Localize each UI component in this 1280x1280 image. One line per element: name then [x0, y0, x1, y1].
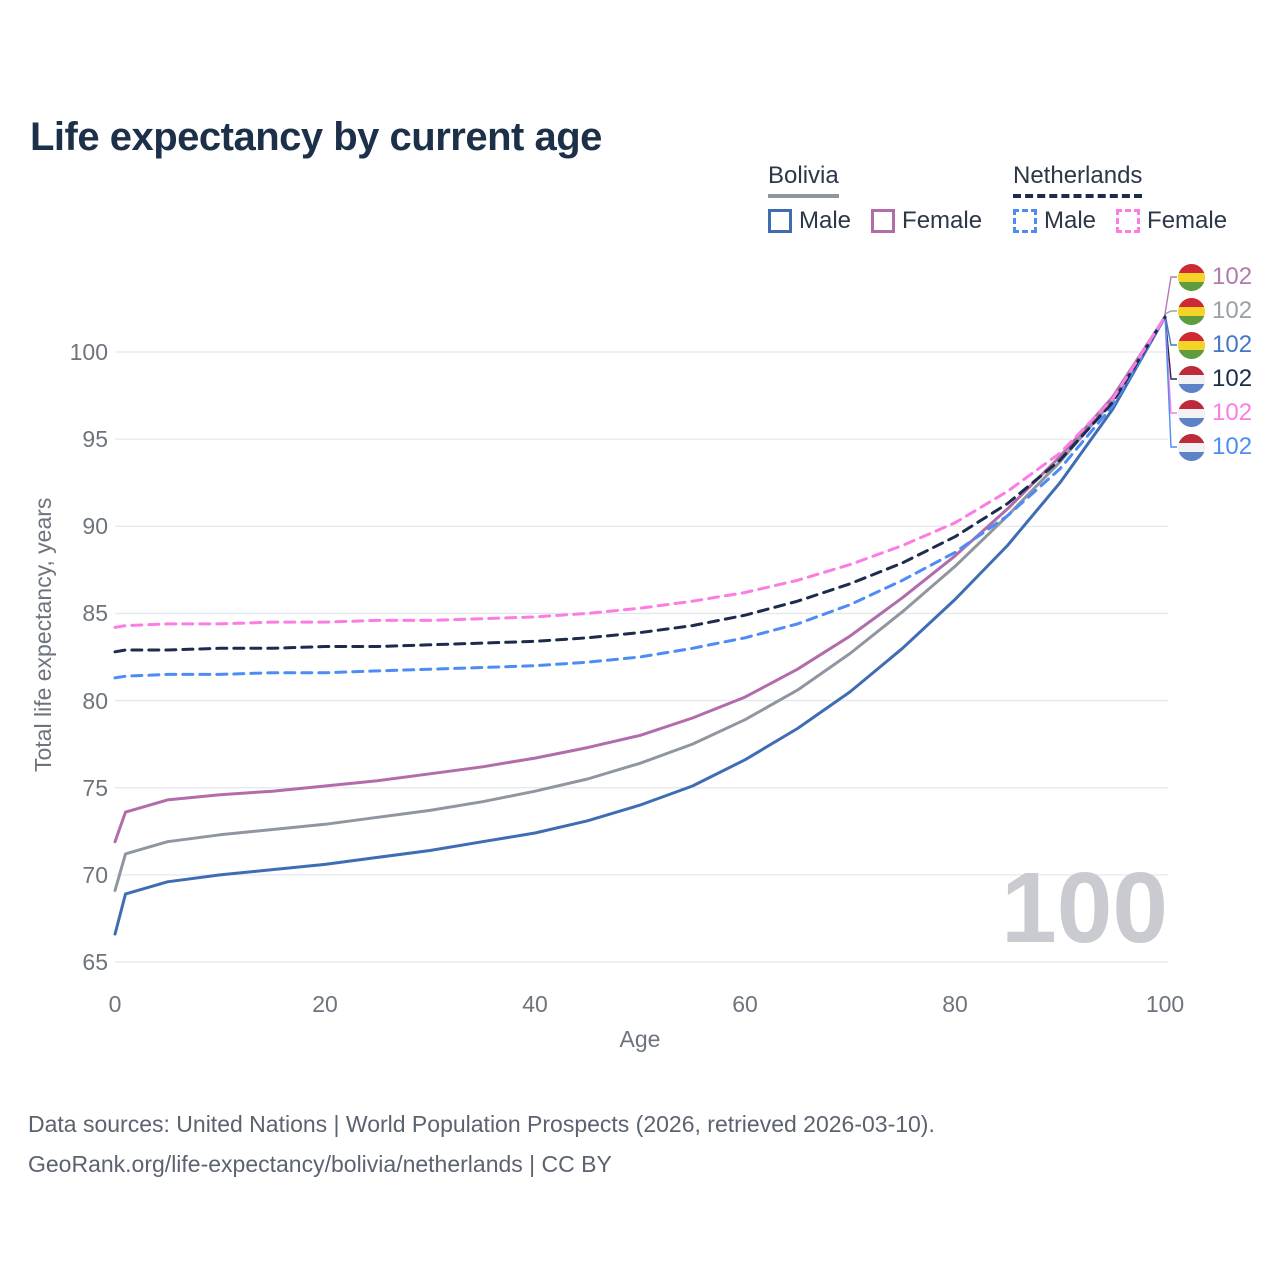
netherlands-female-swatch-icon: [1116, 209, 1141, 233]
y-tick-label: 75: [82, 774, 108, 801]
y-tick-label: 95: [82, 426, 108, 453]
bolivia-line-style-swatch: [768, 194, 839, 198]
x-tick-label: 100: [1145, 991, 1185, 1017]
end-label-row: 102: [1178, 331, 1252, 359]
series-line-bolivia-male[interactable]: [113, 315, 1167, 936]
legend-item-label: Female: [1147, 207, 1228, 234]
bolivia-flag-icon: [1178, 297, 1205, 325]
series-line-netherlands-both-sexes[interactable]: [113, 315, 1167, 654]
netherlands-flag-icon: [1178, 399, 1205, 427]
series-line-netherlands-female[interactable]: [113, 315, 1167, 629]
netherlands-flag-icon: [1178, 365, 1205, 393]
x-tick-label: 40: [522, 991, 548, 1017]
series-end-value: 102: [1212, 297, 1253, 324]
end-label-row: 102: [1178, 263, 1252, 291]
y-axis-title: Total life expectancy, years: [30, 497, 56, 773]
netherlands-flag-icon: [1178, 433, 1205, 461]
legend-item-label: Male: [799, 207, 852, 234]
series-line-bolivia-both-sexes[interactable]: [113, 315, 1167, 892]
footer-attribution: GeoRank.org/life-expectancy/bolivia/neth…: [28, 1151, 612, 1177]
legend-item-bolivia-male[interactable]: Male: [768, 207, 851, 235]
legend-item-label: Female: [902, 207, 983, 234]
legend-group-bolivia: Bolivia Male Female: [768, 162, 982, 235]
y-tick-label: 90: [82, 513, 108, 540]
x-tick-label: 80: [942, 991, 968, 1017]
netherlands-line-style-swatch: [1013, 194, 1142, 198]
x-tick-label: 20: [312, 991, 338, 1017]
series-end-value: 102: [1212, 399, 1253, 426]
series-end-value: 102: [1212, 263, 1253, 290]
x-axis-title: Age: [619, 1026, 661, 1052]
footer-data-sources: Data sources: United Nations | World Pop…: [28, 1111, 935, 1137]
age-watermark: 100: [1001, 852, 1168, 964]
legend-item-label: Male: [1044, 207, 1097, 234]
bolivia-flag-icon: [1178, 331, 1205, 359]
legend-item-bolivia-female[interactable]: Female: [871, 207, 982, 235]
leader-line: [1164, 313, 1177, 448]
bolivia-female-swatch-icon: [871, 209, 896, 233]
bolivia-male-swatch-icon: [768, 209, 792, 233]
y-tick-label: 70: [82, 861, 108, 888]
legend-item-netherlands-male[interactable]: Male: [1013, 207, 1096, 235]
series-end-value: 102: [1212, 331, 1253, 358]
y-tick-label: 65: [82, 949, 108, 975]
legend-item-netherlands-female[interactable]: Female: [1116, 207, 1227, 235]
series-end-value: 102: [1212, 365, 1253, 392]
x-tick-label: 60: [732, 991, 758, 1017]
x-tick-label: 0: [108, 991, 122, 1017]
bolivia-flag-icon: [1178, 263, 1205, 291]
end-label-row: 102: [1178, 399, 1252, 427]
leader-line: [1164, 276, 1177, 315]
leader-line: [1164, 313, 1177, 346]
series-end-value: 102: [1212, 433, 1253, 460]
end-label-row: 102: [1178, 297, 1252, 325]
end-label-row: 102: [1178, 433, 1252, 461]
legend-group-netherlands-label[interactable]: Netherlands: [1013, 162, 1143, 189]
series-line-netherlands-male[interactable]: [113, 315, 1167, 680]
y-tick-label: 80: [82, 687, 108, 714]
legend-group-bolivia-label[interactable]: Bolivia: [768, 162, 839, 189]
y-tick-label: 85: [82, 600, 108, 627]
end-label-row: 102: [1178, 365, 1252, 393]
netherlands-male-swatch-icon: [1013, 209, 1037, 233]
legend-group-netherlands: Netherlands Male Female: [1013, 162, 1227, 235]
y-tick-label: 100: [69, 339, 108, 365]
leader-line: [1164, 310, 1177, 315]
page-title: Life expectancy by current age: [30, 114, 602, 159]
